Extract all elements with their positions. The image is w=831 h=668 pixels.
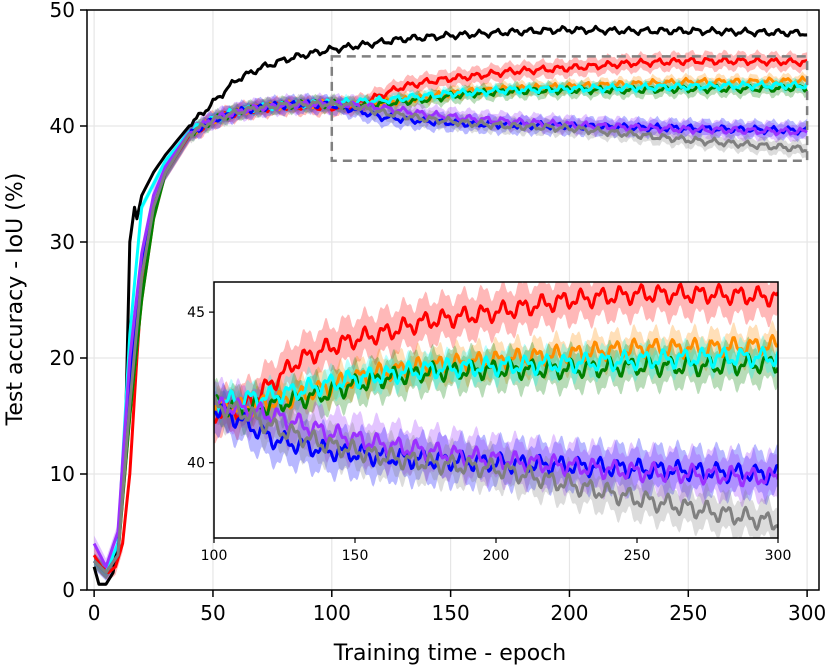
y-tick-label: 20 xyxy=(50,346,75,370)
series-gray xyxy=(93,98,808,575)
x-tick-label: 150 xyxy=(432,601,470,625)
main-axis-ticks: 0 50 100 150 200 250 300 0 10 20 30 40 50 xyxy=(50,0,827,625)
inset-series-green xyxy=(214,353,778,419)
x-tick-label: 100 xyxy=(313,601,351,625)
y-tick-label: 50 xyxy=(50,0,75,22)
inset-x-tick-label: 150 xyxy=(342,548,369,564)
y-axis-label: Test accuracy - IoU (%) xyxy=(3,173,28,427)
inset-y-tick-label: 40 xyxy=(187,456,205,472)
inset-x-tick-label: 100 xyxy=(201,548,228,564)
inset-x-tick-label: 250 xyxy=(624,548,651,564)
inset-x-tick-label: 300 xyxy=(765,548,792,564)
inset-band-cyan xyxy=(214,335,778,424)
inset-axis-ticks: 100 150 200 250 300 40 45 xyxy=(187,305,791,564)
inset-band-blue xyxy=(214,382,778,506)
inset-zoom-chart: 100 150 200 250 300 40 45 xyxy=(187,281,791,564)
inset-series-purple xyxy=(214,396,778,488)
x-tick-label: 200 xyxy=(550,601,588,625)
series-black xyxy=(92,24,808,586)
zoom-region-box xyxy=(330,55,809,163)
y-tick-label: 40 xyxy=(50,114,75,138)
inset-band-purple xyxy=(214,376,778,507)
x-tick-label: 300 xyxy=(788,601,826,625)
inset-background xyxy=(214,282,778,538)
inset-x-tick-label: 200 xyxy=(483,548,510,564)
main-confidence-bands xyxy=(94,24,808,586)
inset-y-tick-label: 45 xyxy=(187,305,205,321)
inset-series-cyan xyxy=(214,345,778,414)
inset-series-lines xyxy=(214,282,778,531)
y-tick-label: 30 xyxy=(50,230,75,254)
x-axis-label: Training time - epoch xyxy=(333,641,566,666)
x-tick-label: 50 xyxy=(200,601,225,625)
main-plot-frame xyxy=(86,9,820,591)
x-tick-label: 0 xyxy=(88,601,101,625)
band-gray xyxy=(94,93,808,580)
main-series-lines xyxy=(92,24,809,586)
inset-series-blue xyxy=(214,402,778,486)
inset-series-red xyxy=(214,282,778,424)
x-tick-label: 250 xyxy=(669,601,707,625)
inset-series-gray xyxy=(214,394,778,531)
y-tick-label: 0 xyxy=(62,578,75,602)
y-tick-label: 10 xyxy=(50,462,75,486)
